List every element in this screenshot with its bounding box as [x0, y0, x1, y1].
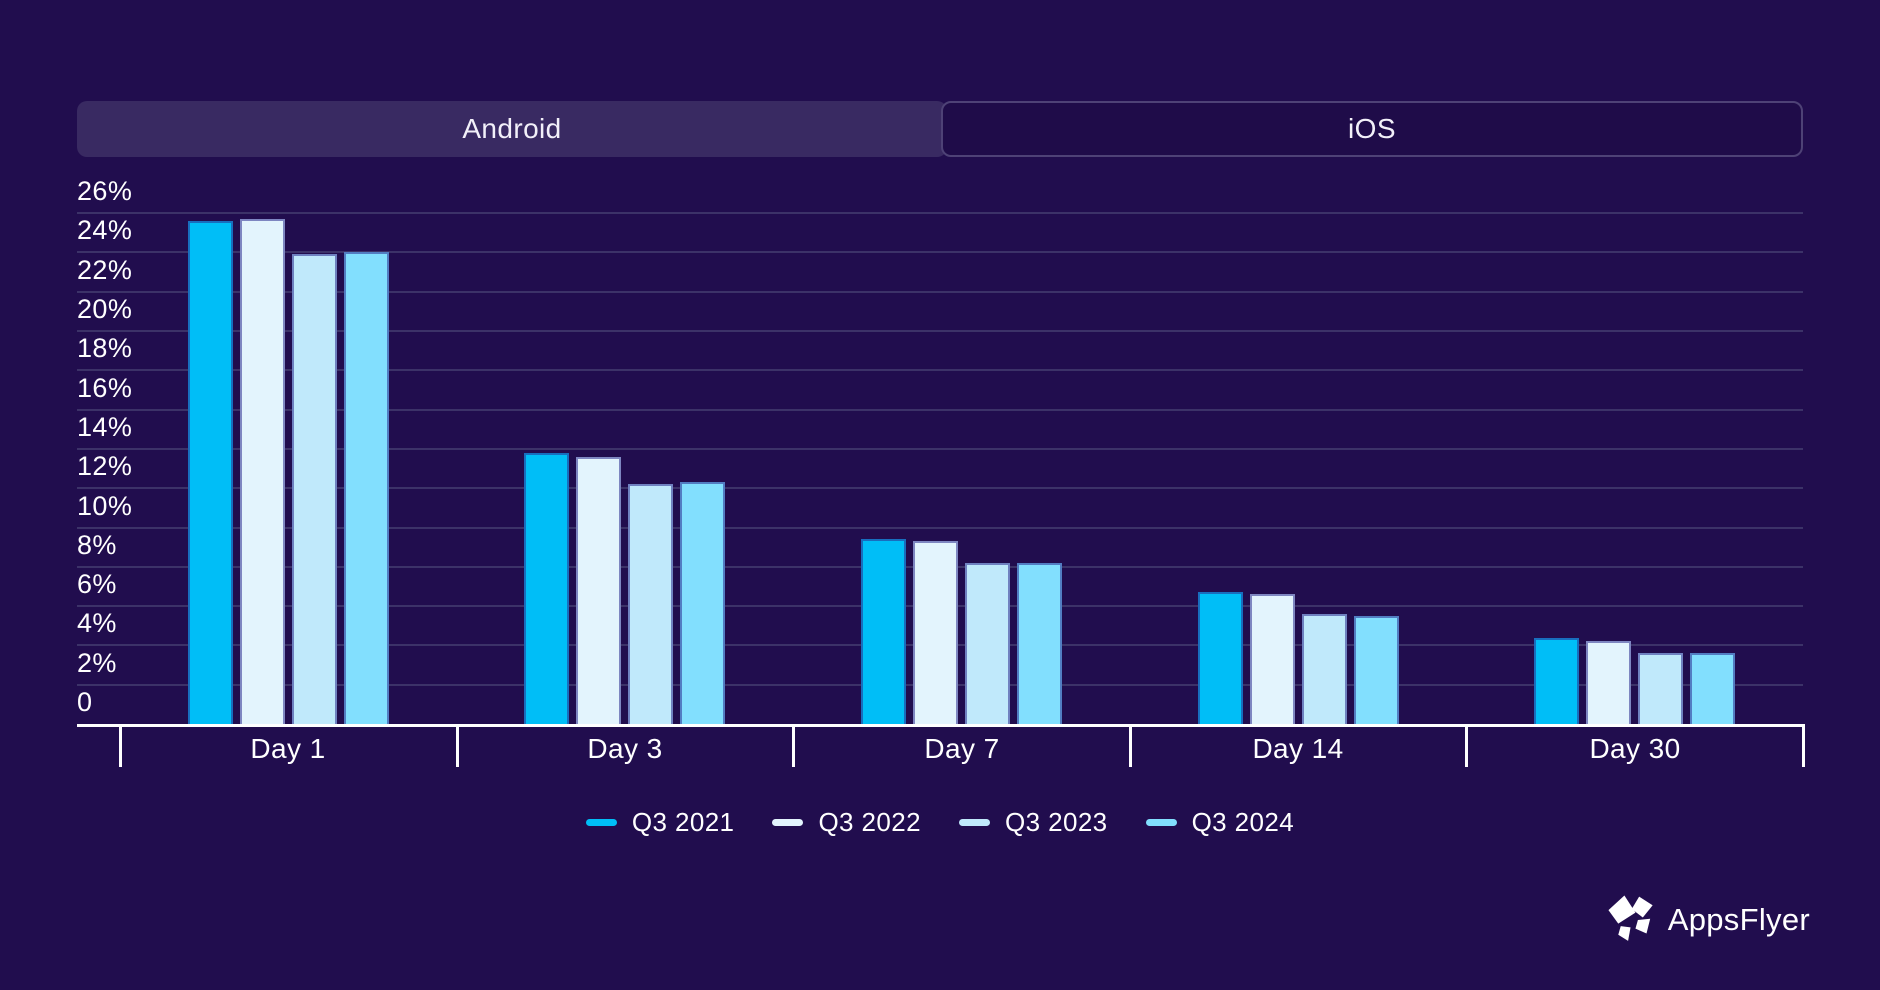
- x-axis-category-label: Day 14: [1252, 733, 1344, 764]
- y-axis-label: 6%: [77, 569, 117, 600]
- x-axis-category-label: Day 3: [587, 733, 663, 764]
- x-axis-category-label: Day 30: [1589, 733, 1681, 764]
- gridline: [77, 369, 1803, 372]
- y-axis-label: 12%: [77, 451, 133, 482]
- bar-q3-2022-day-3: [576, 457, 621, 724]
- bar-q3-2024-day-1: [344, 252, 389, 724]
- tab-android[interactable]: Android: [77, 101, 947, 157]
- gridline: [77, 251, 1803, 254]
- legend-swatch-icon: [959, 818, 990, 826]
- x-axis-tick: [792, 724, 795, 767]
- x-axis-tick: [1465, 724, 1468, 767]
- bar-q3-2021-day-14: [1198, 592, 1243, 724]
- y-axis-label: 0: [77, 687, 93, 717]
- y-axis-label: 8%: [77, 529, 117, 560]
- y-axis-label: 16%: [77, 372, 133, 403]
- x-axis-tick: [1129, 724, 1132, 767]
- x-axis-line: [77, 724, 1803, 727]
- x-axis-tick: [1802, 724, 1805, 767]
- y-axis-label: 14%: [77, 411, 133, 442]
- gridline: [77, 330, 1803, 332]
- gridline: [77, 408, 1803, 411]
- x-axis-tick: [456, 724, 459, 767]
- legend-item-q3-2023[interactable]: Q3 2023: [959, 807, 1108, 838]
- bar-q3-2024-day-30: [1690, 653, 1735, 724]
- tab-android-label: Android: [462, 113, 562, 144]
- bar-q3-2024-day-7: [1017, 563, 1062, 724]
- y-axis-label: 26%: [77, 176, 133, 207]
- appsflyer-logo-text: AppsFlyer: [1667, 902, 1810, 937]
- bar-q3-2022-day-14: [1250, 594, 1295, 724]
- legend-label: Q3 2021: [631, 806, 735, 837]
- legend-label: Q3 2023: [1005, 806, 1108, 837]
- chart-legend: Q3 2021 Q3 2022 Q3 2023 Q3 2024: [77, 804, 1803, 840]
- legend-item-q3-2024[interactable]: Q3 2024: [1145, 806, 1295, 838]
- platform-tab-bar: Android iOS: [77, 101, 1803, 157]
- bar-q3-2024-day-3: [680, 482, 725, 724]
- appsflyer-pinwheel-icon: [1608, 895, 1653, 941]
- tab-ios-label: iOS: [1348, 113, 1396, 144]
- gridline: [77, 290, 1803, 293]
- x-axis-category-label: Day 1: [250, 733, 326, 764]
- legend-swatch-icon: [1145, 818, 1177, 826]
- y-axis-label: 2%: [77, 647, 117, 678]
- bar-q3-2022-day-30: [1586, 641, 1631, 724]
- y-axis-label: 24%: [77, 215, 133, 246]
- y-axis-label: 4%: [77, 608, 117, 639]
- tab-ios[interactable]: iOS: [941, 101, 1803, 157]
- gridline: [77, 212, 1803, 215]
- x-axis-tick: [119, 724, 122, 767]
- x-axis-category-label: Day 7: [924, 733, 1000, 764]
- y-axis-label: 10%: [77, 490, 133, 521]
- bar-q3-2021-day-1: [188, 221, 233, 724]
- legend-item-q3-2021[interactable]: Q3 2021: [585, 806, 735, 838]
- gridline: [77, 526, 1803, 529]
- bar-q3-2023-day-30: [1638, 653, 1683, 724]
- y-axis-label: 20%: [77, 294, 133, 324]
- bar-q3-2022-day-7: [913, 541, 958, 724]
- legend-item-q3-2022[interactable]: Q3 2022: [772, 807, 921, 838]
- gridline: [77, 487, 1803, 490]
- bar-q3-2023-day-3: [628, 484, 673, 724]
- legend-swatch-icon: [585, 818, 617, 826]
- gridline: [77, 447, 1803, 450]
- bar-q3-2023-day-1: [292, 254, 337, 724]
- bar-q3-2021-day-7: [861, 539, 906, 724]
- bar-q3-2022-day-1: [240, 219, 285, 724]
- y-axis-label: 22%: [77, 254, 133, 285]
- bar-q3-2021-day-30: [1534, 638, 1579, 724]
- bar-q3-2024-day-14: [1354, 616, 1399, 724]
- bar-q3-2023-day-7: [965, 563, 1010, 724]
- bar-q3-2021-day-3: [524, 453, 569, 724]
- bar-q3-2023-day-14: [1302, 614, 1347, 724]
- legend-swatch-icon: [772, 818, 804, 826]
- legend-label: Q3 2022: [818, 806, 921, 837]
- legend-label: Q3 2024: [1191, 806, 1295, 837]
- appsflyer-logo: AppsFlyer: [1606, 893, 1810, 947]
- y-axis-label: 18%: [77, 333, 133, 364]
